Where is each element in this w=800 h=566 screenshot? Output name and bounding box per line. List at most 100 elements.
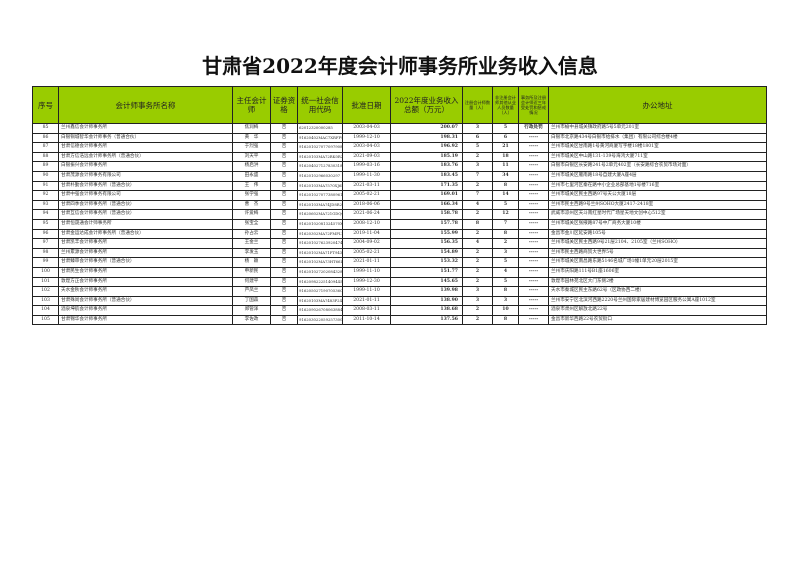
cell-firm-name: 兰州累源会计师事务所 <box>58 247 233 259</box>
cell-chief-accountant: 杨启洪 <box>232 161 271 172</box>
header-revenue: 2022年度业务收入总额（万元） <box>390 86 463 124</box>
cell-office-address: 兰州市城关区南昌路东路5146名城广场1幢1单元20层2015室 <box>548 257 767 268</box>
cell-revenue: 198.31 <box>390 132 463 144</box>
cell-other-staff-count: 3 <box>492 295 519 307</box>
cell-other-staff-count: 2 <box>492 238 519 249</box>
cell-securities-qualification: 否 <box>270 286 298 297</box>
cell-index: 93 <box>32 199 59 211</box>
cell-index: 96 <box>32 228 59 240</box>
cell-index: 99 <box>32 257 59 268</box>
cell-office-address: 武威市凉州区天斗南红星时代广场星天地文创中心512室 <box>548 209 767 220</box>
cell-credit-code: 91620102MA71FT9438 <box>297 247 343 259</box>
cell-other-staff-count: 7 <box>492 218 519 230</box>
cell-cpa-count: 4 <box>462 199 493 211</box>
cell-securities-qualification: 否 <box>270 180 298 192</box>
cell-chief-accountant: 杨 颖 <box>232 257 271 268</box>
header-cpa-count: 注册会计师数量（人） <box>462 86 493 124</box>
cell-penalties: ----- <box>518 266 549 278</box>
cell-credit-code: 62012320000285 <box>297 123 343 134</box>
cell-office-address: 兰州市榆中县城关镇政府路5号5单元201室 <box>548 123 767 134</box>
cell-approval-date: 2021-06-24 <box>342 209 391 220</box>
cell-index: 97 <box>32 238 59 249</box>
cell-chief-accountant: 孙占云 <box>232 228 271 240</box>
cell-index: 103 <box>32 295 59 307</box>
cell-index: 104 <box>32 305 59 316</box>
cell-approval-date: 1999-11-10 <box>342 266 391 278</box>
cell-securities-qualification: 否 <box>270 170 298 182</box>
cell-other-staff-count: 18 <box>492 151 519 163</box>
cell-credit-code: 916209822251409445 <box>297 276 343 288</box>
cell-securities-qualification: 否 <box>270 247 298 259</box>
cell-firm-name: 甘肃互信会计师事务所（普通合伙） <box>58 209 233 220</box>
cell-securities-qualification: 否 <box>270 199 298 211</box>
cell-other-staff-count: 8 <box>492 314 519 326</box>
cell-revenue: 158.78 <box>390 209 463 220</box>
cell-office-address: 兰州市民主西路9号兰州SOHO大厦2417-2418室 <box>548 199 767 211</box>
table-row: 104 酒泉坤航会计师事务所 郑管泽否 916209026708063884 2008-… <box>32 305 767 316</box>
cell-penalties: ----- <box>518 238 549 249</box>
cell-revenue: 154.89 <box>390 247 463 259</box>
cell-firm-name: 甘肃茂源会计师事务有限公司 <box>58 170 233 182</box>
cell-cpa-count: 4 <box>462 238 493 249</box>
cell-credit-code: 916201027077097908 <box>297 142 343 153</box>
cell-firm-name: 白银振兴会计师事务所 <box>58 161 233 172</box>
cell-chief-accountant: 李发玉 <box>232 247 271 259</box>
cell-other-staff-count: 34 <box>492 170 519 182</box>
cell-office-address: 兰州市安宁区北滨河西路2220号兰州国际家居建材博览园区服务公寓A座1012室 <box>548 295 767 307</box>
cell-other-staff-count: 5 <box>492 199 519 211</box>
cell-office-address: 兰州市七里河区秦在路中小企业总部基地1号楼716室 <box>548 180 767 192</box>
table-row: 97 甘肃凯丰会计师事务所 王金兰否 916201027623920474 2004-0… <box>32 238 767 249</box>
cell-revenue: 169.01 <box>390 190 463 201</box>
cell-firm-name: 甘肃朴勤会计师事务所（普通合伙） <box>58 180 233 192</box>
table-row: 98 兰州累源会计师事务所 李发玉否 91620102MA71FT9438 2005-0… <box>32 247 767 259</box>
cell-firm-name: 天水金秋会计师事务所 <box>58 286 233 297</box>
cell-securities-qualification: 否 <box>270 123 298 134</box>
cell-cpa-count: 7 <box>462 190 493 201</box>
header-index: 序号 <box>32 86 59 124</box>
cell-firm-name: 甘肃四季会计师事务所（普通合伙） <box>58 199 233 211</box>
cell-credit-code: 916201027077380961 <box>297 190 343 201</box>
cell-penalties: ----- <box>518 247 549 259</box>
cell-credit-code: 91620103MA74JD8R2M <box>297 199 343 211</box>
cell-securities-qualification: 否 <box>270 161 298 172</box>
cell-credit-code: 91620602MA721GDQ01 <box>297 209 343 220</box>
header-penalties: 事务所及注册会计师近三年受处罚和惩戒情况 <box>518 86 549 124</box>
cell-penalties: ----- <box>518 228 549 240</box>
cell-firm-name: 甘肃殊尚会计师事务所（普通合伙） <box>58 295 233 307</box>
table-row: 93 甘肃四季会计师事务所（普通合伙）曹 杰否 91620103MA74JD8R2M… <box>32 199 767 211</box>
cell-approval-date: 2005-02-21 <box>342 190 391 201</box>
cell-credit-code: 916201027202084328 <box>297 266 343 278</box>
cell-other-staff-count: 5 <box>492 276 519 288</box>
cell-office-address: 金昌市金川区延安路105号 <box>548 228 767 240</box>
cell-revenue: 166.34 <box>390 199 463 211</box>
cell-chief-accountant: 丁国森 <box>232 295 271 307</box>
cell-office-address: 兰州市城关区雁南路18号自建大厦A座4层 <box>548 170 767 182</box>
cell-cpa-count: 2 <box>462 305 493 316</box>
cell-securities-qualification: 否 <box>270 305 298 316</box>
cell-office-address: 敦煌市园林苑北区大门东侧2楼 <box>548 276 767 288</box>
cell-office-address: 兰州市城关区民主西路97号天公大厦18层 <box>548 190 767 201</box>
cell-cpa-count: 3 <box>462 123 493 134</box>
cell-penalties: ----- <box>518 161 549 172</box>
cell-approval-date: 1999-12-10 <box>342 132 391 144</box>
cell-firm-name: 甘肃中强会计师事务有限公司 <box>58 190 233 201</box>
cell-other-staff-count: 12 <box>492 209 519 220</box>
cell-other-staff-count: 10 <box>492 305 519 316</box>
cell-revenue: 171.35 <box>390 180 463 192</box>
table-row: 87 甘肃信德会计师事务所 于烈强否 916201027077097908 2003-0… <box>32 142 767 153</box>
cell-penalties: ----- <box>518 190 549 201</box>
table-row: 85 兰州鑫信会计师事务所 焦润梅否 62012320000285 2003-04-03… <box>32 123 767 134</box>
cell-approval-date: 2008-03-11 <box>342 305 391 316</box>
cell-firm-name: 甘肃臻审会计师事务所（普通合伙） <box>58 257 233 268</box>
cell-revenue: 196.92 <box>390 142 463 153</box>
cell-credit-code: 916204027127830318 <box>297 161 343 172</box>
cell-securities-qualification: 否 <box>270 276 298 288</box>
cell-penalties: ----- <box>518 314 549 326</box>
cell-approval-date: 2004-09-02 <box>342 238 391 249</box>
table-row: 88 甘肃方信浩远会计师事务所（普通合伙） 刘天平否 91620103MA72RK0R… <box>32 151 767 163</box>
cell-chief-accountant: 刘天平 <box>232 151 271 163</box>
cell-credit-code: 91620302MA72FMPL74 <box>297 228 343 240</box>
cell-index: 87 <box>32 142 59 153</box>
cell-revenue: 200.07 <box>390 123 463 134</box>
cell-index: 91 <box>32 180 59 192</box>
